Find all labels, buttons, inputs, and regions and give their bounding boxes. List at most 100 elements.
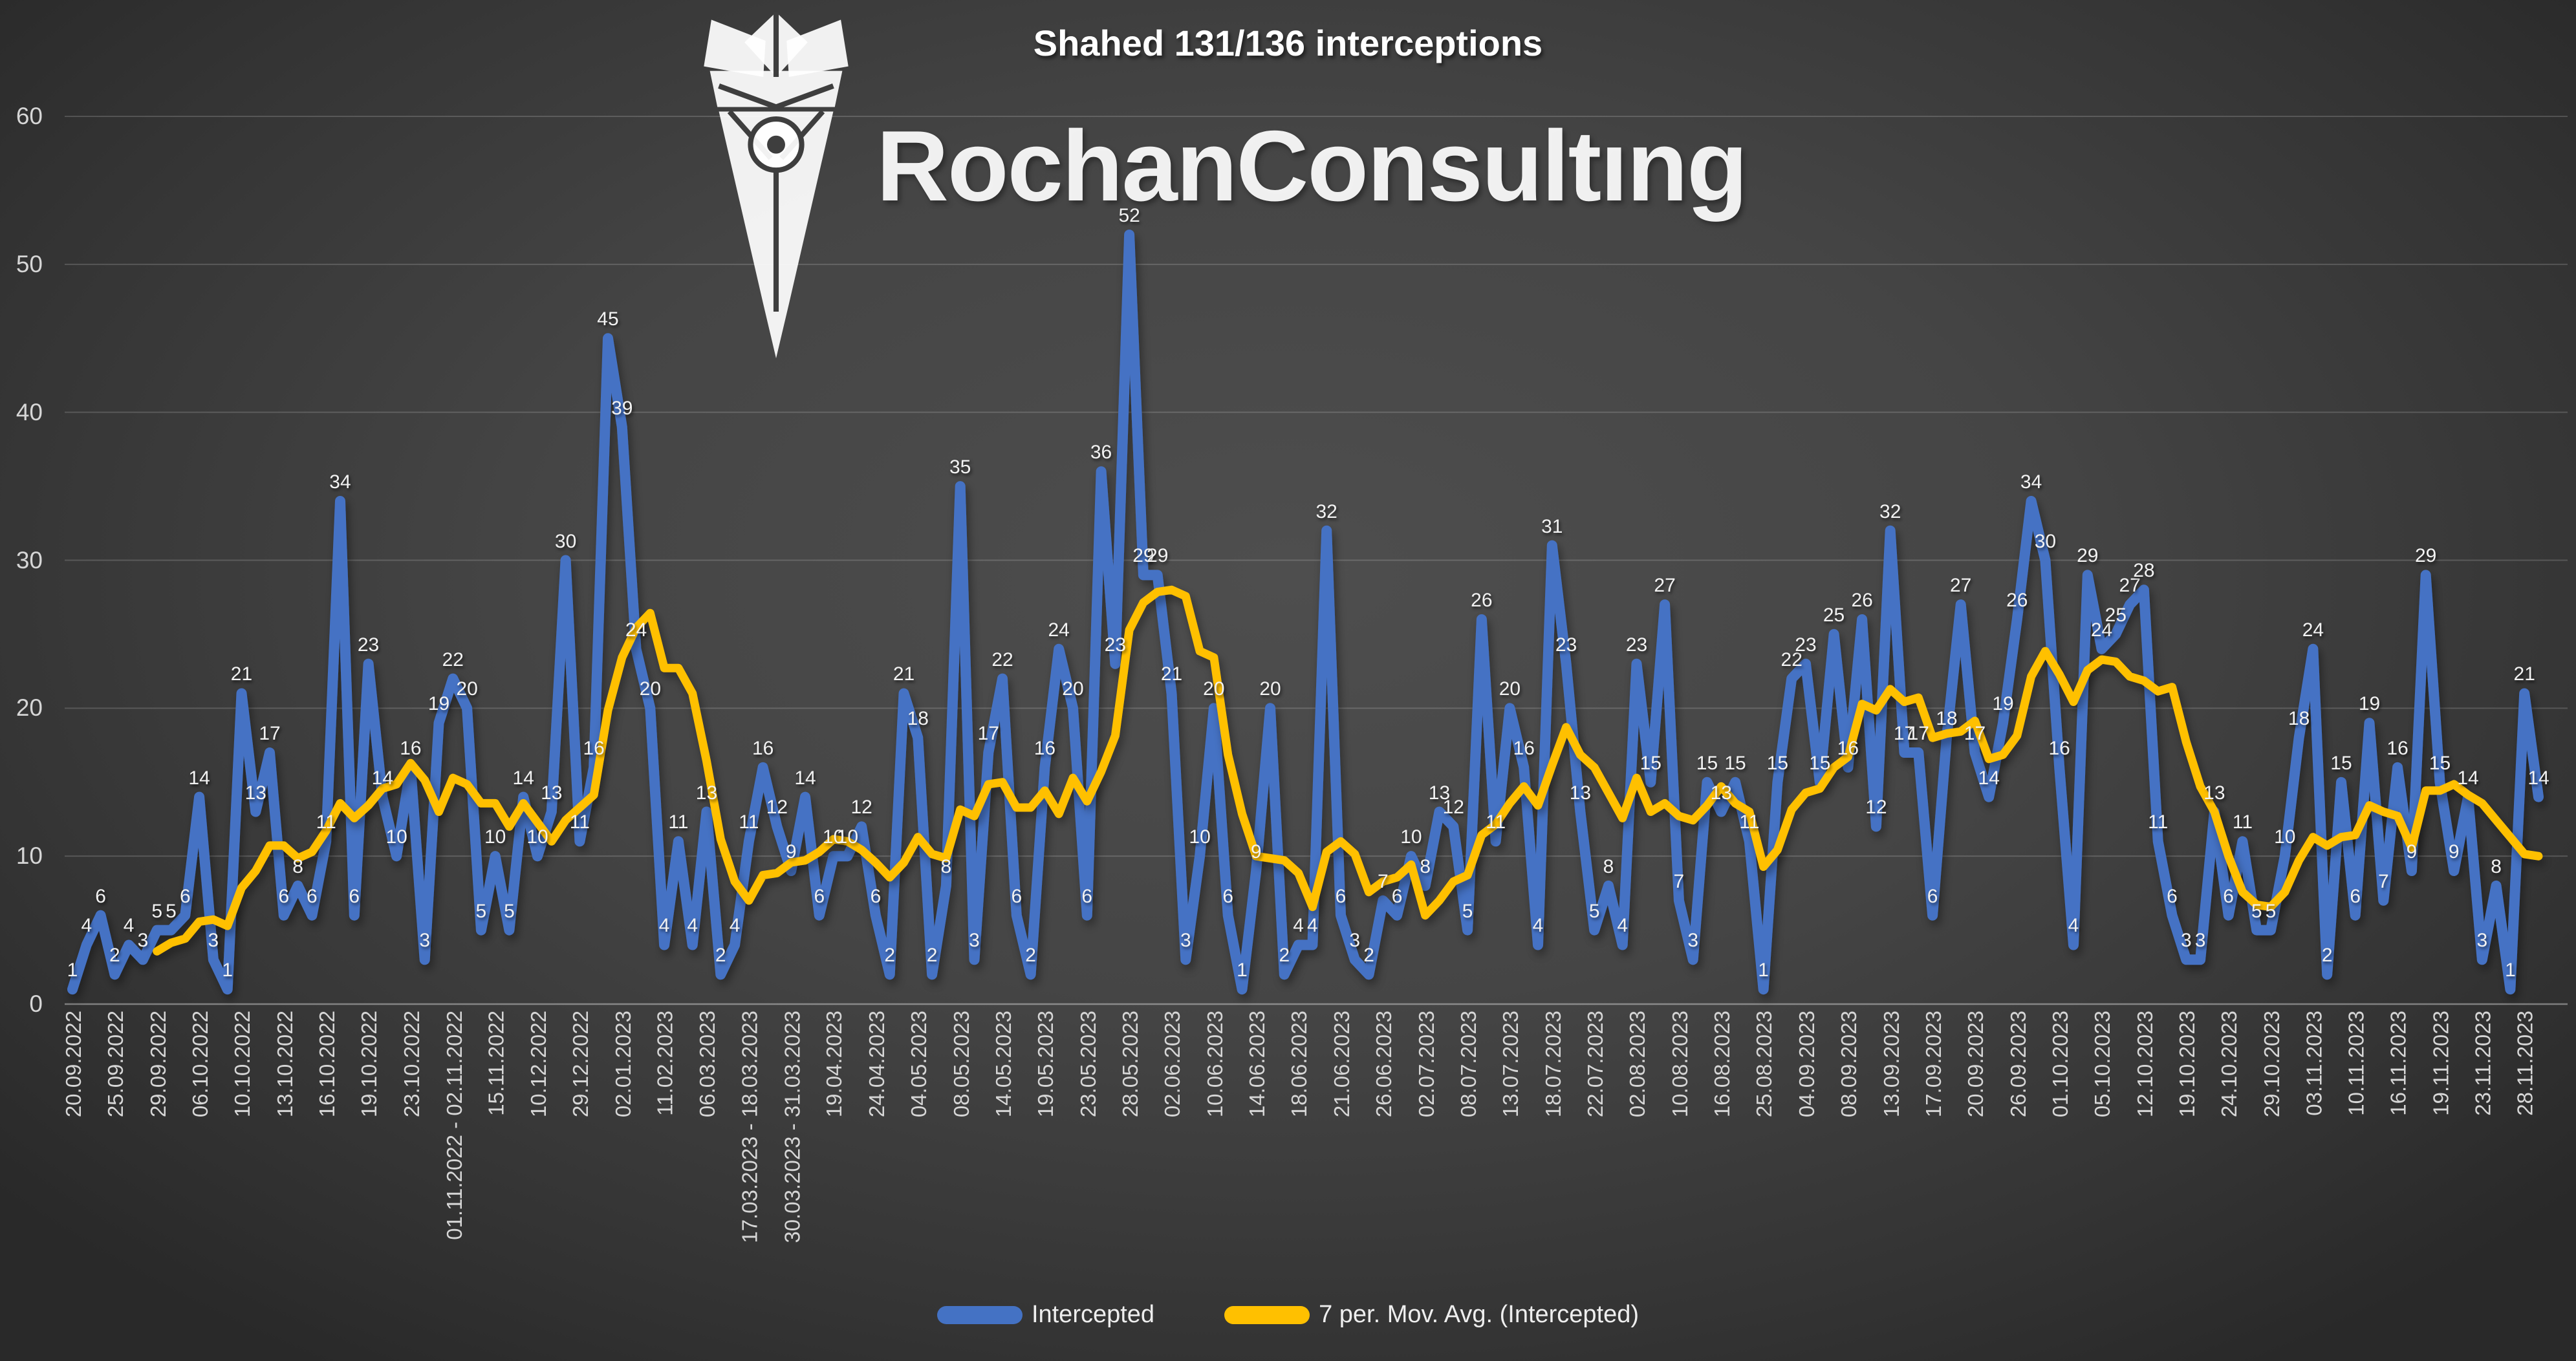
data-label: 17: [259, 722, 281, 744]
data-label: 2: [1025, 945, 1036, 967]
data-label: 13: [1428, 782, 1451, 804]
data-label: 15: [1766, 752, 1789, 774]
series-intercepted-line: [67, 230, 2544, 995]
data-label: 15: [1724, 752, 1746, 774]
data-label: 18: [907, 708, 929, 730]
x-axis-tick-label: 06.03.2023: [695, 1011, 720, 1118]
data-label: 1: [67, 959, 78, 981]
data-label: 16: [752, 737, 774, 759]
x-axis-tick-label: 04.05.2023: [907, 1011, 931, 1118]
data-label: 27: [1654, 575, 1676, 597]
x-axis-tick-label: 22.07.2023: [1583, 1011, 1608, 1118]
data-label: 13: [244, 782, 266, 804]
data-label: 31: [1541, 515, 1563, 537]
data-label: 1: [1758, 959, 1769, 981]
x-axis-tick-label: 05.10.2023: [2090, 1011, 2115, 1118]
data-label: 4: [729, 915, 741, 937]
data-label: 14: [1978, 767, 2000, 789]
data-label: 6: [1391, 885, 1403, 907]
x-axis-tick-label: 08.05.2023: [949, 1011, 973, 1118]
data-label: 1: [1237, 959, 1248, 981]
data-label: 17: [1893, 722, 1916, 744]
data-label: 10: [836, 826, 859, 848]
x-axis-tick-label: 04.09.2023: [1794, 1011, 1819, 1118]
data-label: 11: [739, 811, 759, 833]
data-label: 6: [2350, 885, 2361, 907]
data-label: 8: [940, 855, 952, 877]
data-label: 5: [166, 900, 177, 922]
data-label: 6: [870, 885, 882, 907]
data-label: 7: [1377, 870, 1389, 892]
data-label: 16: [1513, 737, 1535, 759]
data-label: 22: [1780, 648, 1802, 670]
x-axis-tick-label: 19.10.2023: [2175, 1011, 2200, 1118]
data-label: 10: [1189, 826, 1211, 848]
data-label: 3: [1349, 930, 1361, 952]
data-label: 6: [349, 885, 360, 907]
x-axis-tick-label: 24.10.2023: [2217, 1011, 2242, 1118]
x-axis-tick-label: 20.09.2023: [1964, 1011, 1988, 1118]
data-label: 29: [1132, 545, 1154, 567]
data-label: 20: [639, 678, 662, 700]
data-label: 23: [1625, 634, 1648, 656]
x-axis-tick-label: 02.08.2023: [1625, 1011, 1650, 1118]
data-label: 26: [1471, 590, 1493, 612]
data-label: 17: [1964, 722, 1986, 744]
y-axis-tick-label: 40: [16, 398, 43, 425]
data-label: 7: [1673, 870, 1685, 892]
data-label: 36: [1090, 442, 1112, 464]
data-label: 4: [1617, 915, 1629, 937]
x-axis-tick-label: 10.10.2022: [230, 1011, 255, 1118]
data-label: 15: [2429, 752, 2451, 774]
legend-label-intercepted[interactable]: Intercepted: [1031, 1301, 1155, 1328]
data-label: 21: [230, 663, 253, 685]
data-label: 6: [307, 885, 318, 907]
data-label: 4: [81, 915, 92, 937]
x-axis-tick-label: 14.06.2023: [1245, 1011, 1270, 1118]
data-label: 15: [1809, 752, 1831, 774]
data-label: 27: [2119, 575, 2141, 597]
legend: Intercepted 7 per. Mov. Avg. (Intercepte…: [0, 1301, 2576, 1329]
data-label: 24: [625, 619, 647, 641]
data-label: 15: [1640, 752, 1661, 774]
data-label: 3: [2194, 930, 2206, 952]
x-axis-tick-label: 08.07.2023: [1456, 1011, 1481, 1118]
data-label: 16: [400, 737, 422, 759]
data-label: 24: [2090, 619, 2113, 641]
data-label: 19: [2358, 693, 2381, 715]
data-label: 14: [188, 767, 210, 789]
data-label: 12: [1865, 797, 1887, 819]
x-axis-tick-label: 26.06.2023: [1372, 1011, 1396, 1118]
data-label: 4: [2068, 915, 2079, 937]
data-label: 21: [893, 663, 915, 685]
data-label: 52: [1118, 205, 1140, 227]
legend-swatch-moving-avg[interactable]: [1224, 1305, 1310, 1324]
data-label: 25: [1823, 604, 1845, 626]
data-label: 32: [1879, 500, 1901, 522]
x-axis-tick-label: 17.09.2023: [1921, 1011, 1946, 1118]
data-label: 28: [2133, 560, 2155, 582]
x-axis-tick-label: 06.10.2022: [188, 1011, 213, 1118]
legend-swatch-intercepted[interactable]: [936, 1305, 1023, 1324]
data-label: 6: [1222, 885, 1233, 907]
data-label: 2: [1363, 945, 1374, 967]
data-label: 13: [695, 782, 718, 804]
data-label: 1: [2505, 959, 2516, 981]
data-label: 13: [1569, 782, 1592, 804]
data-label: 6: [278, 885, 290, 907]
data-label: 10: [526, 826, 548, 848]
legend-label-moving-avg[interactable]: 7 per. Mov. Avg. (Intercepted): [1319, 1301, 1640, 1328]
data-label: 26: [1851, 590, 1873, 612]
data-label: 20: [1259, 678, 1281, 700]
data-label: 7: [2377, 870, 2389, 892]
pen-nib-logo-icon: [704, 12, 849, 359]
y-axis-tick-label: 60: [16, 103, 43, 129]
x-axis-tick-label: 28.11.2023: [2513, 1011, 2538, 1116]
data-label: 11: [569, 811, 590, 833]
x-axis-tick-label: 13.10.2022: [272, 1011, 297, 1118]
data-label: 14: [371, 767, 394, 789]
y-axis-tick-label: 10: [16, 842, 43, 870]
data-label: 20: [456, 678, 478, 700]
data-label: 8: [292, 855, 303, 877]
